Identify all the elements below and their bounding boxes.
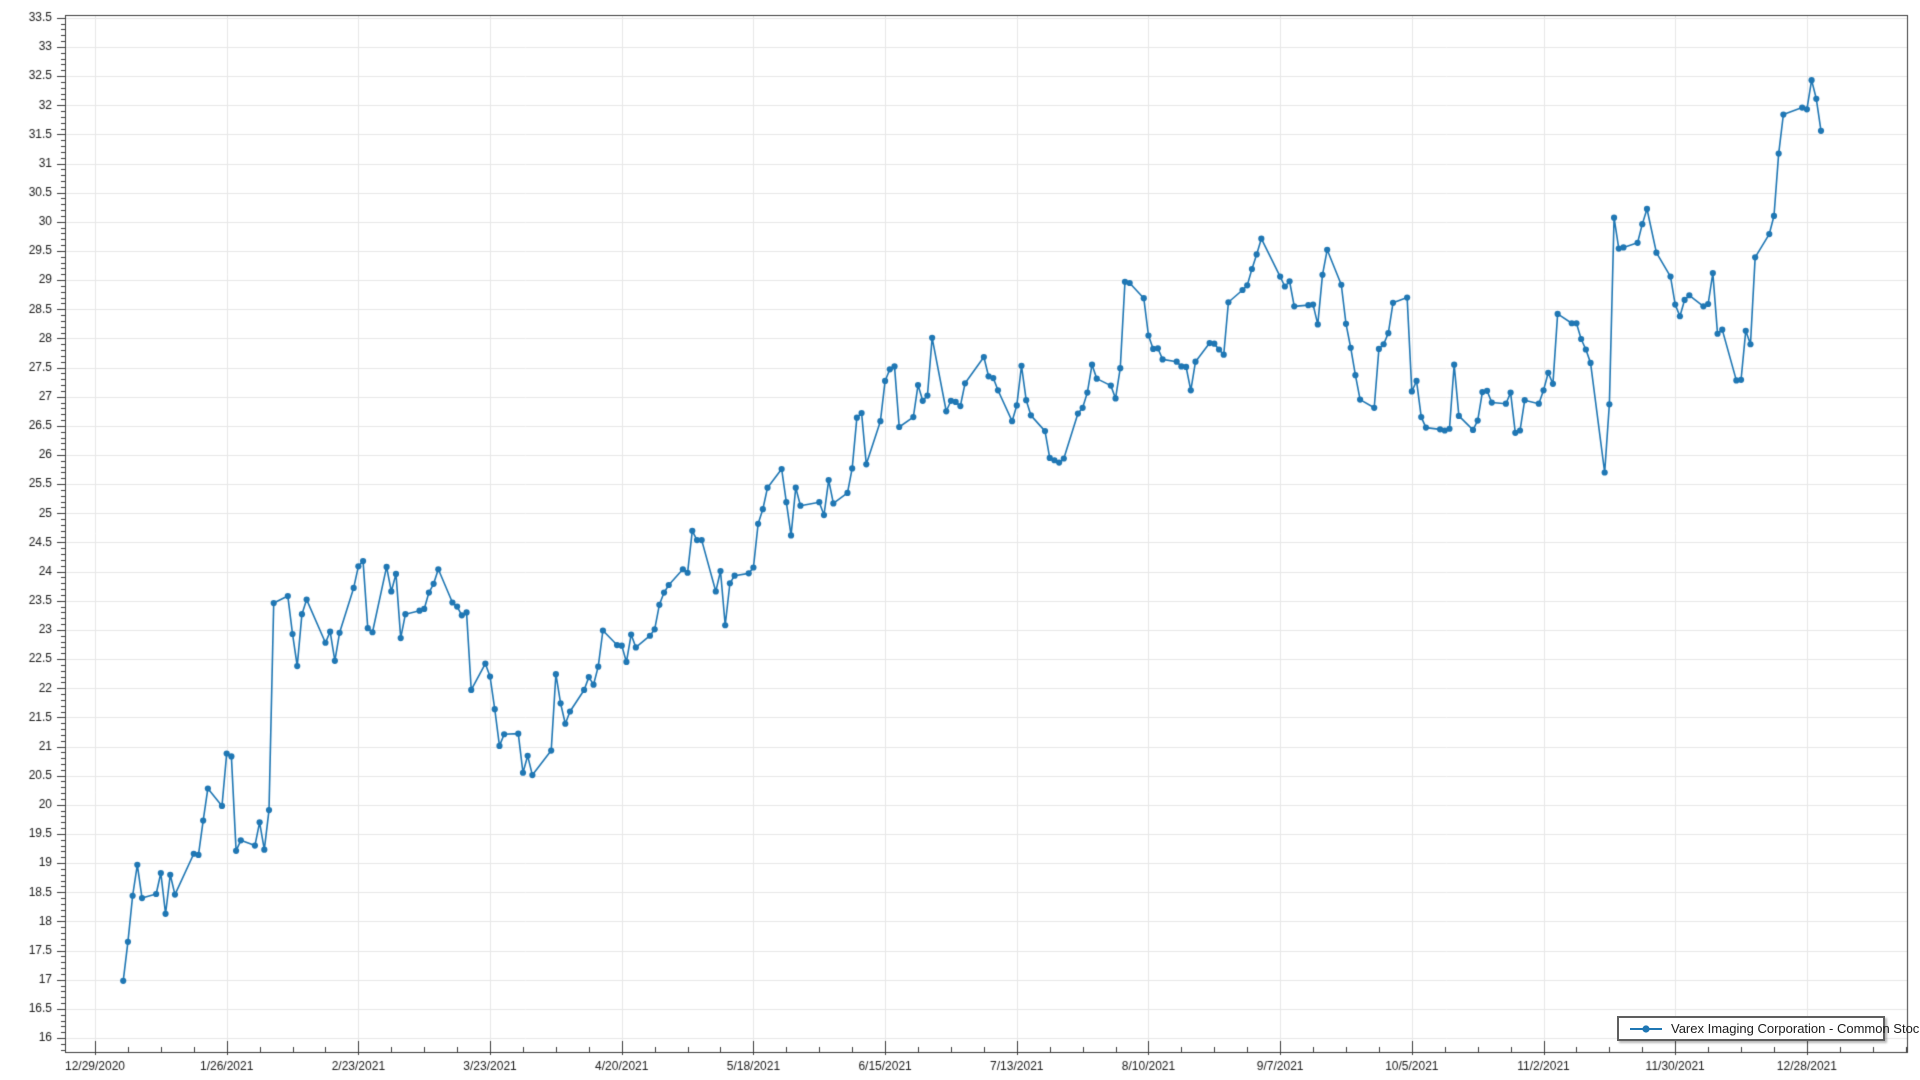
legend-series-label: Varex Imaging Corporation - Common Stock: [1671, 1021, 1920, 1036]
legend: Varex Imaging Corporation - Common Stock: [1617, 1016, 1920, 1041]
series-line-marker-icon: [1629, 1024, 1663, 1034]
